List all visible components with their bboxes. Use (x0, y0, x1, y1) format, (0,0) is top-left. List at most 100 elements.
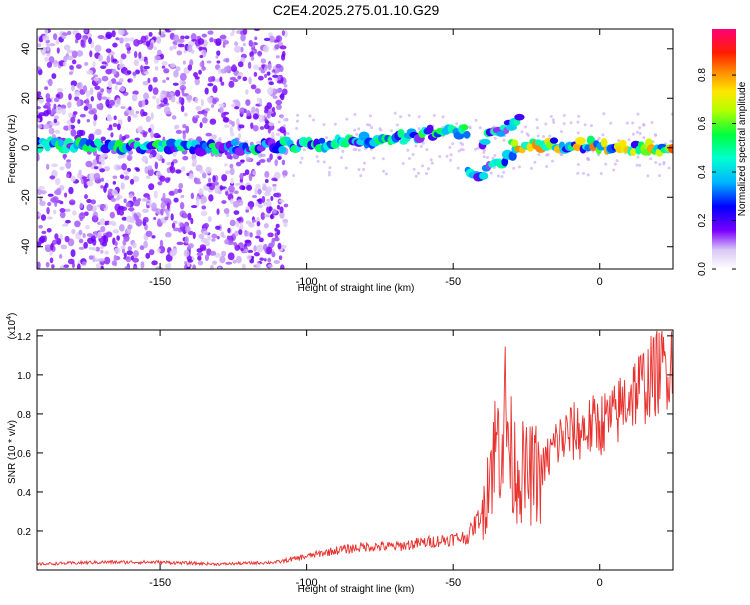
noise-dot (44, 102, 51, 109)
noise-dot (411, 153, 415, 157)
noise-dot (153, 190, 158, 199)
noise-dot (183, 112, 188, 117)
noise-dot (267, 264, 273, 268)
noise-dot (258, 237, 264, 243)
noise-dot (59, 208, 66, 213)
noise-dot (278, 255, 283, 261)
noise-dot (282, 124, 286, 128)
noise-dot (89, 50, 93, 58)
noise-dot (101, 96, 108, 100)
noise-dot (156, 248, 161, 253)
noise-dot (267, 127, 272, 134)
noise-dot (215, 225, 221, 230)
top-y-axis-label: Frequency (Hz) (7, 115, 18, 184)
noise-dot (66, 159, 72, 163)
noise-dot (63, 153, 67, 160)
noise-dot (92, 158, 97, 166)
noise-dot (181, 80, 187, 85)
noise-dot (249, 232, 253, 238)
noise-dot (165, 231, 172, 238)
noise-dot (512, 166, 516, 170)
noise-dot (135, 218, 143, 227)
noise-dot (114, 84, 118, 91)
noise-dot (259, 153, 266, 157)
noise-dot (247, 200, 255, 209)
track-blob (635, 145, 642, 155)
track-blob (479, 172, 489, 180)
noise-dot (112, 175, 118, 179)
noise-dot (171, 115, 177, 120)
noise-dot (390, 129, 394, 133)
y-tick-label: 0.6 (17, 449, 31, 460)
noise-dot (139, 245, 145, 251)
noise-dot (127, 224, 133, 230)
noise-dot (99, 204, 106, 209)
noise-dot (132, 266, 138, 269)
track-blob (426, 124, 434, 134)
noise-dot (354, 148, 358, 152)
noise-dot (276, 104, 282, 110)
noise-dot (98, 155, 105, 163)
noise-dot (220, 81, 225, 86)
noise-dot (266, 246, 273, 255)
noise-dot (86, 119, 90, 123)
noise-dot (238, 229, 243, 235)
noise-dot (328, 166, 332, 170)
noise-dot (370, 125, 374, 129)
noise-dot (236, 217, 242, 222)
noise-dot (92, 247, 97, 251)
noise-dot (136, 126, 143, 133)
noise-dot (560, 130, 564, 134)
noise-dot (43, 123, 50, 130)
noise-dot (120, 105, 126, 110)
noise-dot (68, 93, 72, 101)
noise-dot (224, 239, 230, 245)
noise-dot (211, 233, 218, 239)
noise-dot (246, 109, 251, 117)
noise-dot (125, 42, 131, 49)
noise-dot (124, 266, 129, 269)
track-blob (278, 145, 287, 154)
noise-dot (127, 115, 132, 123)
noise-dot (112, 181, 117, 185)
noise-dot (135, 167, 140, 172)
noise-dot (146, 204, 150, 209)
noise-dot (76, 82, 81, 88)
noise-dot (123, 198, 127, 203)
noise-dot (159, 175, 166, 182)
noise-dot (144, 166, 149, 174)
noise-dot (265, 187, 271, 195)
noise-dot (369, 114, 373, 118)
noise-dot (252, 170, 257, 176)
noise-dot (225, 57, 230, 63)
noise-dot (46, 61, 53, 68)
noise-dot (92, 61, 96, 69)
noise-dot (37, 261, 41, 269)
noise-dot (114, 247, 121, 254)
track-blob (508, 151, 517, 161)
noise-dot (238, 124, 245, 129)
noise-dot (549, 114, 553, 118)
noise-dot (112, 58, 118, 63)
y-tick-label: 0.2 (17, 527, 31, 538)
noise-dot (232, 78, 239, 82)
noise-dot (493, 153, 497, 157)
track-blob (460, 124, 469, 131)
noise-dot (199, 54, 204, 59)
noise-dot (602, 112, 606, 116)
noise-dot (98, 165, 102, 169)
noise-dot (642, 136, 646, 140)
noise-dot (101, 61, 107, 65)
noise-dot (461, 142, 465, 146)
noise-dot (186, 172, 190, 176)
track-blob (496, 130, 506, 137)
noise-dot (273, 171, 281, 180)
noise-dot (569, 121, 573, 125)
noise-dot (133, 59, 139, 67)
noise-dot (635, 130, 639, 134)
noise-dot (263, 214, 270, 218)
noise-dot (40, 46, 47, 54)
noise-dot (279, 45, 287, 50)
noise-dot (100, 65, 107, 69)
